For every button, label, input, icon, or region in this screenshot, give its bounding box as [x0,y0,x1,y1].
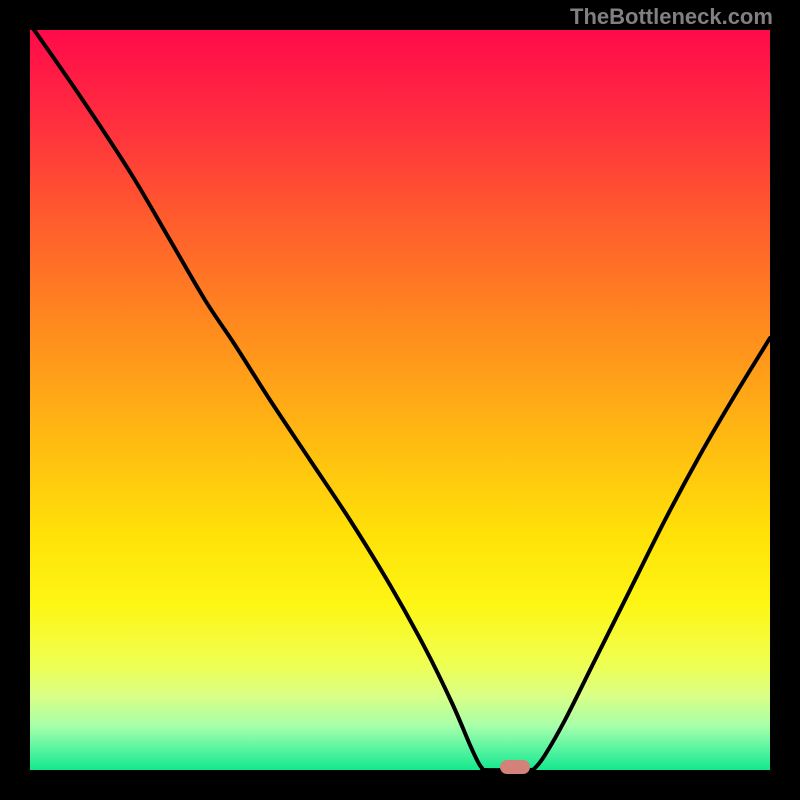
chart-container: TheBottleneck.com [0,0,800,800]
bottleneck-curve [30,24,770,770]
curve-layer [0,0,800,800]
watermark-text: TheBottleneck.com [570,4,773,30]
bottleneck-marker [500,760,530,774]
